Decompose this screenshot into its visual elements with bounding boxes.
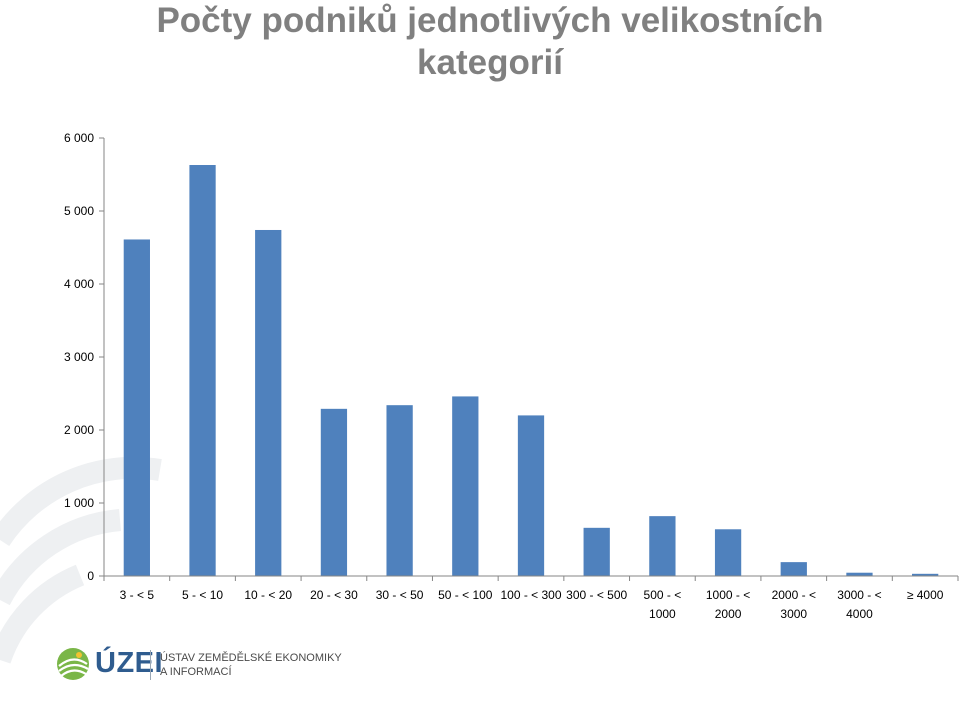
y-tick-label: 1 000 (64, 496, 94, 510)
y-tick-label: 0 (87, 569, 94, 583)
bar (189, 165, 216, 576)
bar (846, 572, 873, 576)
x-tick-label: ≥ 4000 (907, 588, 944, 602)
x-tick-label: 10 - < 20 (244, 588, 292, 602)
chart-title: Počty podniků jednotlivých velikostních … (60, 0, 920, 84)
x-tick-label: 300 - < 500 (566, 588, 627, 602)
bar (255, 229, 282, 577)
x-tick-label: 5 - < 10 (182, 588, 223, 602)
bar (320, 408, 348, 576)
x-tick-label: 100 - < 300 (500, 588, 561, 602)
bar (583, 527, 610, 576)
y-tick-label: 4 000 (64, 277, 94, 291)
bar (517, 415, 545, 576)
x-tick-label: 3 - < 5 (120, 588, 155, 602)
x-tick-label: 2000 - <3000 (772, 588, 816, 621)
logo-divider (150, 650, 151, 680)
uzei-logo-text: ÚZEI (95, 647, 164, 679)
institution-name: ÚSTAV ZEMĚDĚLSKÉ EKONOMIKY A INFORMACÍ (160, 651, 342, 679)
bar (386, 405, 413, 576)
x-tick-label: 1000 - <2000 (706, 588, 750, 621)
y-tick-label: 3 000 (64, 350, 94, 364)
bars (123, 165, 939, 577)
chart-title-line-1: Počty podniků jednotlivých velikostních (156, 1, 824, 40)
y-axis: 0 1 000 2 000 3 000 4 000 5 000 6 000 (64, 131, 105, 583)
bar (452, 396, 479, 576)
institution-line-1: ÚSTAV ZEMĚDĚLSKÉ EKONOMIKY (160, 652, 342, 664)
x-tick-label: 50 - < 100 (438, 588, 493, 602)
uzei-logo-icon (57, 648, 89, 680)
x-tick-label: 30 - < 50 (376, 588, 424, 602)
bar (649, 516, 676, 576)
bar (780, 562, 807, 576)
x-tick-label: 3000 - <4000 (837, 588, 881, 621)
bar (123, 239, 150, 576)
y-tick-label: 6 000 (64, 131, 94, 145)
x-tick-label: 500 - <1000 (644, 588, 682, 621)
y-tick-label: 5 000 (64, 204, 94, 218)
bar (714, 529, 742, 576)
chart-title-line-2: kategorií (417, 43, 563, 82)
x-axis: 3 - < 5 5 - < 10 10 - < 20 20 - < 30 30 - < … (103, 575, 959, 621)
bar (912, 573, 939, 576)
institution-line-2: A INFORMACÍ (160, 666, 232, 678)
x-tick-label: 20 - < 30 (310, 588, 358, 602)
y-tick-label: 2 000 (64, 423, 94, 437)
